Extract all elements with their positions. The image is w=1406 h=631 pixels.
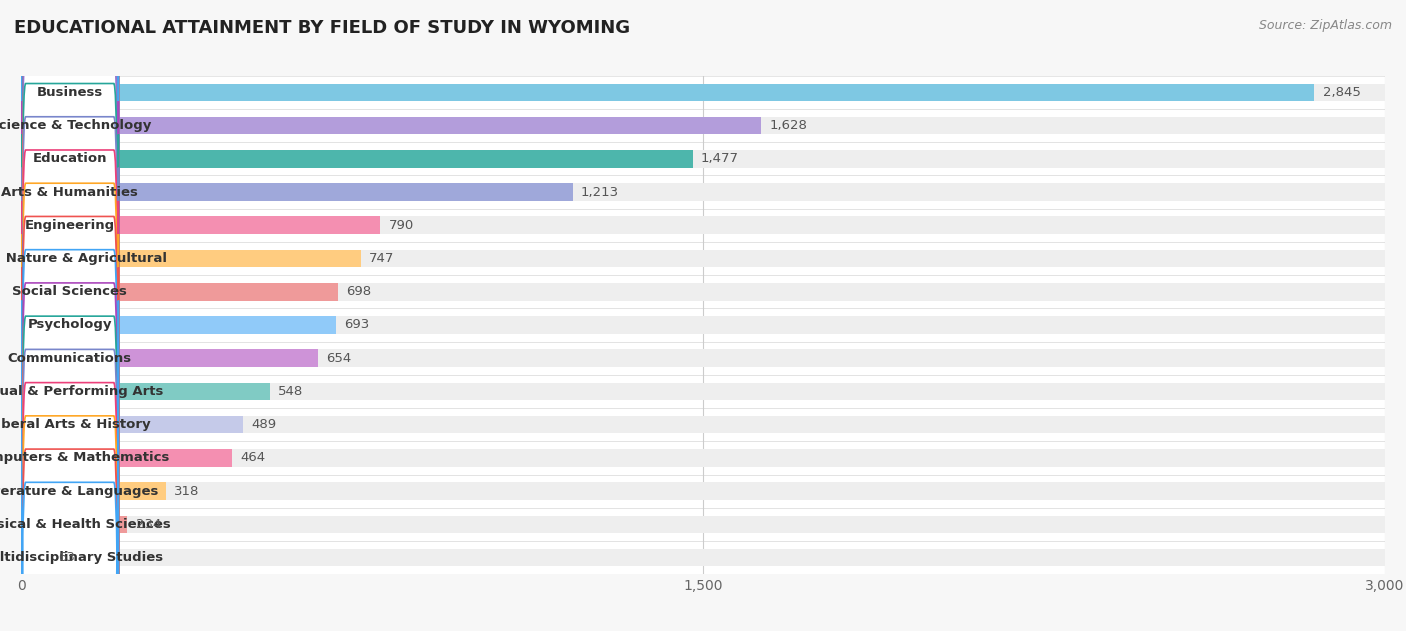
FancyBboxPatch shape <box>21 101 118 615</box>
FancyBboxPatch shape <box>21 134 118 631</box>
Text: Engineering: Engineering <box>25 219 115 232</box>
Bar <box>21 350 1385 367</box>
Text: 1,213: 1,213 <box>581 186 619 199</box>
FancyBboxPatch shape <box>21 234 118 631</box>
FancyBboxPatch shape <box>21 300 118 631</box>
FancyBboxPatch shape <box>21 268 118 631</box>
Text: Literature & Languages: Literature & Languages <box>0 485 159 498</box>
Bar <box>21 549 1385 567</box>
Bar <box>21 449 232 467</box>
Bar <box>21 382 270 400</box>
Text: Source: ZipAtlas.com: Source: ZipAtlas.com <box>1258 19 1392 32</box>
Text: Business: Business <box>37 86 103 99</box>
Bar <box>21 150 1385 168</box>
Bar <box>21 341 1385 375</box>
Text: 318: 318 <box>174 485 200 498</box>
FancyBboxPatch shape <box>21 35 118 549</box>
Bar <box>21 316 1385 334</box>
Bar <box>21 549 49 567</box>
Bar <box>21 283 339 300</box>
Bar <box>21 416 243 433</box>
Text: Visual & Performing Arts: Visual & Performing Arts <box>0 385 163 398</box>
Text: 1,628: 1,628 <box>769 119 807 132</box>
FancyBboxPatch shape <box>21 0 118 350</box>
Bar <box>21 350 318 367</box>
Bar <box>21 83 1315 101</box>
Bar <box>21 242 1385 275</box>
Bar <box>21 216 1385 234</box>
Text: 548: 548 <box>278 385 304 398</box>
Text: 698: 698 <box>347 285 371 298</box>
FancyBboxPatch shape <box>21 68 118 582</box>
Bar <box>21 508 1385 541</box>
Text: 234: 234 <box>135 518 162 531</box>
FancyBboxPatch shape <box>21 0 118 449</box>
Bar <box>21 441 1385 475</box>
Text: 63: 63 <box>58 551 75 564</box>
Bar <box>21 316 336 334</box>
Bar <box>21 183 1385 201</box>
Text: Science & Technology: Science & Technology <box>0 119 150 132</box>
Bar <box>21 408 1385 441</box>
Bar <box>21 283 1385 300</box>
Bar <box>21 449 1385 467</box>
Text: Bio, Nature & Agricultural: Bio, Nature & Agricultural <box>0 252 167 265</box>
Bar <box>21 475 1385 508</box>
Bar <box>21 382 1385 400</box>
Bar <box>21 516 1385 533</box>
Bar <box>21 482 166 500</box>
Bar <box>21 250 1385 268</box>
Bar <box>21 516 128 533</box>
Bar <box>21 83 1385 101</box>
Bar <box>21 275 1385 309</box>
Text: EDUCATIONAL ATTAINMENT BY FIELD OF STUDY IN WYOMING: EDUCATIONAL ATTAINMENT BY FIELD OF STUDY… <box>14 19 630 37</box>
Bar <box>21 150 693 168</box>
Text: 747: 747 <box>368 252 394 265</box>
Bar <box>21 250 361 268</box>
Bar <box>21 117 761 134</box>
FancyBboxPatch shape <box>21 0 118 382</box>
Text: Social Sciences: Social Sciences <box>13 285 127 298</box>
Bar <box>21 309 1385 341</box>
FancyBboxPatch shape <box>21 0 118 416</box>
Text: 2,845: 2,845 <box>1323 86 1361 99</box>
Bar <box>21 375 1385 408</box>
Text: Communications: Communications <box>7 351 132 365</box>
Text: Liberal Arts & History: Liberal Arts & History <box>0 418 150 431</box>
Text: 693: 693 <box>344 319 370 331</box>
Bar <box>21 117 1385 134</box>
FancyBboxPatch shape <box>21 1 118 516</box>
Text: 1,477: 1,477 <box>700 152 738 165</box>
Text: Multidisciplinary Studies: Multidisciplinary Studies <box>0 551 163 564</box>
Text: Computers & Mathematics: Computers & Mathematics <box>0 451 169 464</box>
Text: Education: Education <box>32 152 107 165</box>
Text: 654: 654 <box>326 351 352 365</box>
Text: Arts & Humanities: Arts & Humanities <box>1 186 138 199</box>
Text: 464: 464 <box>240 451 266 464</box>
Bar <box>21 183 572 201</box>
Bar <box>21 541 1385 574</box>
FancyBboxPatch shape <box>21 168 118 631</box>
Bar <box>21 482 1385 500</box>
Bar <box>21 209 1385 242</box>
Bar <box>21 76 1385 109</box>
Bar <box>21 175 1385 209</box>
Text: 790: 790 <box>388 219 413 232</box>
Text: Psychology: Psychology <box>28 319 112 331</box>
Bar <box>21 416 1385 433</box>
Bar <box>21 142 1385 175</box>
Bar <box>21 109 1385 142</box>
FancyBboxPatch shape <box>21 201 118 631</box>
Text: Physical & Health Sciences: Physical & Health Sciences <box>0 518 170 531</box>
FancyBboxPatch shape <box>21 0 118 482</box>
Bar <box>21 216 380 234</box>
Text: 489: 489 <box>252 418 277 431</box>
